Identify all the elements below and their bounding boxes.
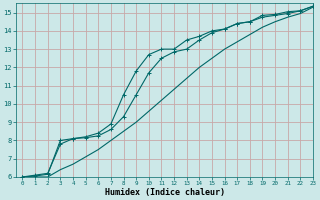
X-axis label: Humidex (Indice chaleur): Humidex (Indice chaleur): [105, 188, 225, 197]
